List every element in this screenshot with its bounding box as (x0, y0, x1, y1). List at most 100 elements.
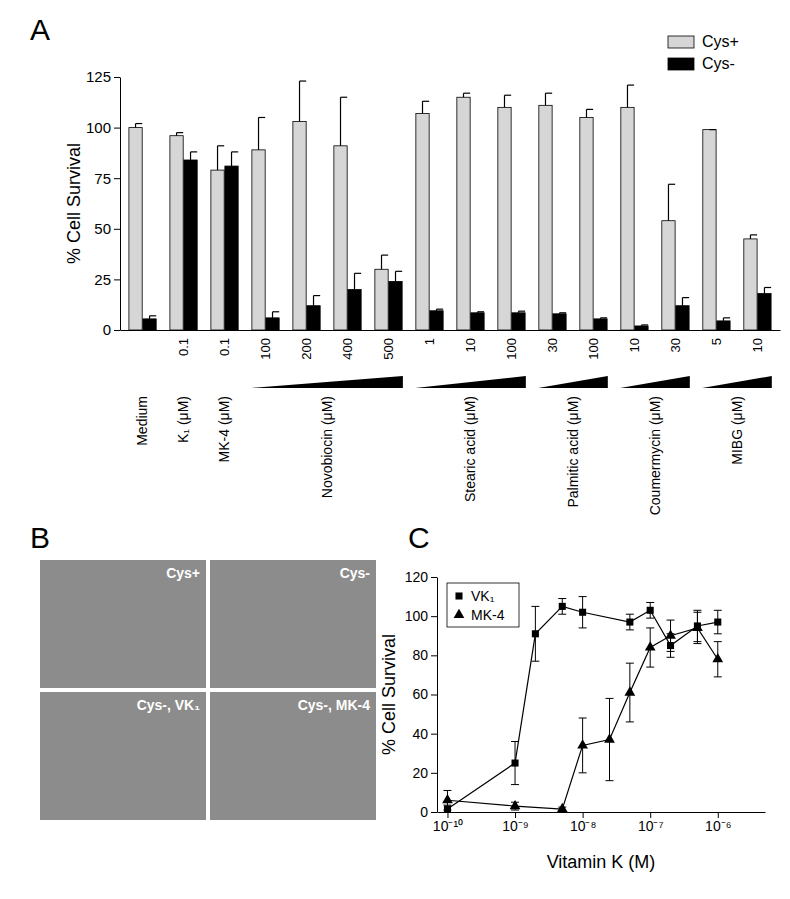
legend-frame (447, 583, 519, 627)
error-bar (423, 101, 430, 113)
error-cap (443, 790, 451, 791)
bar (348, 290, 361, 330)
tick: 75 (94, 170, 120, 187)
tick: 200 (299, 330, 314, 360)
tick-mark (431, 577, 437, 578)
bar (498, 107, 511, 330)
bar (170, 136, 183, 330)
bar (758, 294, 771, 330)
bar (662, 221, 675, 330)
error-cap (558, 614, 566, 615)
error-cap (423, 101, 430, 102)
group-label: Stearic acid (μM) (462, 396, 478, 502)
tick-label: 100 (405, 608, 429, 624)
marker (510, 800, 521, 809)
error-cap (259, 117, 266, 118)
tick: 80 (412, 647, 437, 663)
error-cap (626, 629, 634, 630)
legend-label: MK-4 (471, 607, 505, 623)
error-line (313, 296, 314, 306)
tick: 10⁻⁶ (705, 812, 731, 834)
error-line (545, 93, 546, 105)
tick: 100 (86, 119, 120, 136)
y-axis: 0255075100125 (86, 68, 121, 338)
legend-swatch (668, 58, 694, 70)
image-label: Cys-, MK-4 (298, 697, 371, 713)
tick-label: 10⁻⁸ (570, 818, 597, 834)
tick: 400 (340, 330, 355, 360)
tick-label: 120 (405, 569, 429, 585)
error-line (340, 97, 341, 146)
y-axis-title: % Cell Survival (379, 634, 399, 755)
error-cap (646, 667, 654, 668)
micrograph: Cys-, VK₁ (40, 692, 206, 820)
legend-item: Cys+ (668, 33, 739, 50)
marker (512, 760, 519, 767)
marker (559, 603, 566, 610)
tick-mark (114, 77, 120, 78)
marker (557, 803, 568, 812)
bar (211, 170, 224, 330)
marker (442, 794, 453, 803)
bar (744, 239, 757, 330)
error-line (504, 95, 505, 107)
error-cap (641, 324, 648, 325)
error-cap (136, 123, 143, 124)
error-cap (693, 643, 701, 644)
tick: 10 (463, 330, 478, 352)
legend-marker (455, 592, 462, 599)
error-cap (355, 273, 362, 274)
bar (143, 319, 156, 330)
error-bar (382, 255, 389, 269)
error-cap (668, 184, 675, 185)
legend-swatch (668, 36, 694, 48)
error-bar (232, 152, 239, 166)
plot-area (129, 81, 771, 330)
dose-wedge (538, 376, 608, 388)
error-cap (626, 663, 634, 664)
tick-label: 10 (750, 338, 765, 352)
error-bar (627, 85, 634, 107)
tick: 30 (545, 330, 560, 352)
error-cap (723, 317, 730, 318)
panel-title: C (408, 521, 430, 554)
tick-label: 30 (668, 338, 683, 352)
tick-mark (114, 128, 120, 129)
error-bar (545, 93, 552, 105)
error-cap (646, 602, 654, 603)
error-bar (341, 97, 348, 146)
error-line (354, 273, 355, 289)
error-cap (626, 721, 634, 722)
error-cap (579, 718, 587, 719)
error-cap (579, 627, 587, 628)
error-cap (511, 810, 519, 811)
legend-marker (454, 609, 465, 618)
bar (184, 160, 197, 330)
error-line (764, 287, 765, 293)
bar (375, 269, 388, 330)
tick-label: 20 (412, 765, 428, 781)
error-cap (531, 661, 539, 662)
tick: 100 (586, 330, 601, 360)
tick: 60 (412, 686, 437, 702)
error-bar (150, 316, 157, 319)
error-bar (177, 133, 184, 136)
tick-label: 10⁻¹⁰ (433, 818, 463, 834)
error-bar (559, 313, 566, 314)
error-cap (463, 93, 470, 94)
error-cap (750, 234, 757, 235)
group-label: MIBG (μM) (729, 396, 745, 465)
error-bar (668, 184, 675, 220)
tick: 500 (381, 330, 396, 360)
tick: 50 (94, 220, 120, 237)
error-line (258, 117, 259, 149)
legend-item: Cys- (668, 55, 735, 72)
micrograph: Cys-, MK-4 (210, 692, 376, 820)
legend: VK₁MK-4 (447, 583, 519, 627)
tick-mark (431, 812, 437, 813)
bar (621, 107, 634, 330)
line (447, 628, 717, 809)
dose-wedge (620, 376, 690, 388)
error-cap (177, 132, 184, 133)
tick-mark (114, 178, 120, 179)
